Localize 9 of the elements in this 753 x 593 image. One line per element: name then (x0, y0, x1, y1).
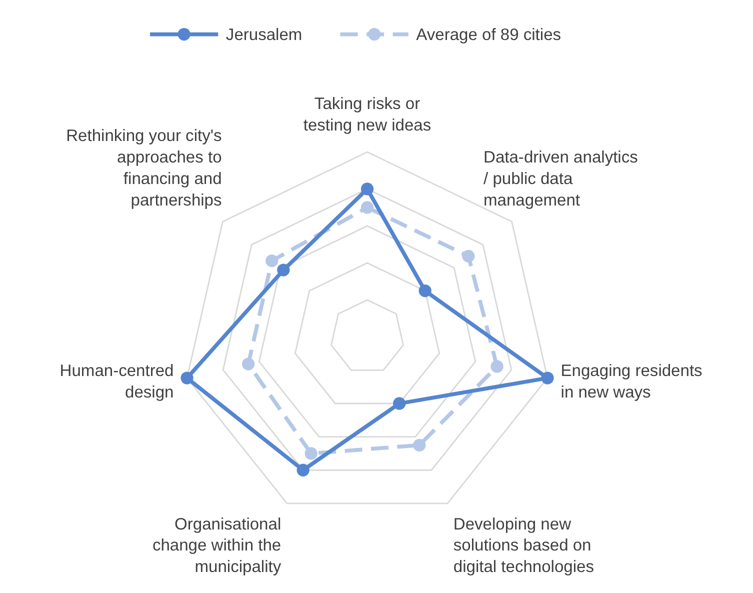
spoke-label: Human-centred design (60, 361, 174, 402)
spoke-label: Taking risks or testing new ideas (303, 94, 432, 135)
legend-label: Average of 89 cities (416, 25, 562, 44)
spoke-label: Organisational change within the municipality (152, 514, 282, 576)
spoke-label: Data-driven analytics / public data management (484, 148, 638, 210)
spoke-label: Engaging residents in new ways (560, 361, 702, 402)
spoke-label: Developing new solutions based on digital technologies (453, 514, 594, 576)
spoke-label: Rethinking your city's approaches to financing and partnerships (66, 126, 222, 210)
legend-label: Jerusalem (226, 25, 302, 44)
